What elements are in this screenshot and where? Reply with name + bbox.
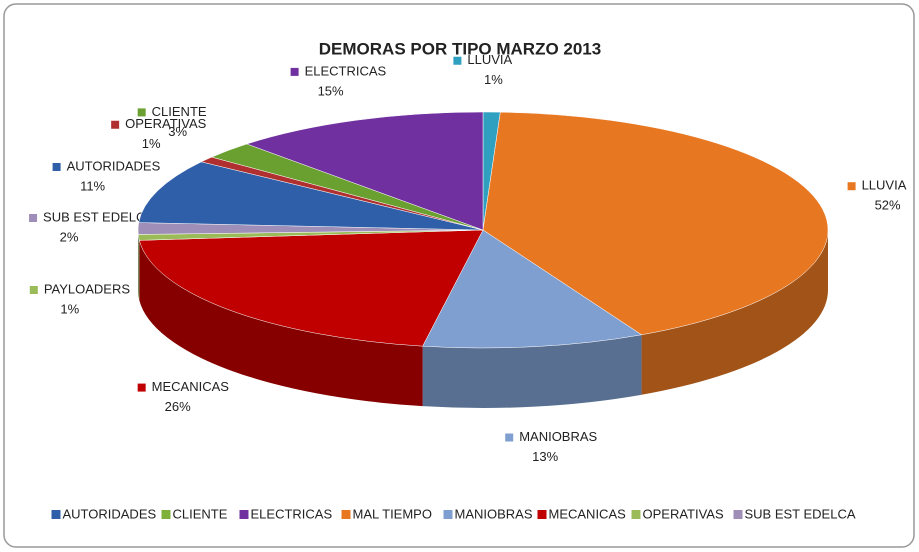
legend-label: ELECTRICAS	[251, 506, 333, 521]
slice	[139, 229, 484, 347]
legend-key	[161, 510, 171, 519]
label-key	[453, 56, 462, 65]
slice	[246, 111, 484, 231]
slice	[138, 161, 484, 231]
chart-title: DEMORAS POR TIPO MARZO 2013	[319, 39, 601, 58]
label-key	[137, 108, 146, 117]
legend-key	[51, 510, 61, 519]
data-label-name: OPERATIVAS	[125, 116, 206, 131]
label-key	[505, 433, 514, 442]
data-label-name: SUB EST EDELCA	[43, 209, 154, 224]
legend-label: CLIENTE	[173, 506, 228, 521]
label-key	[290, 67, 299, 76]
label-key	[52, 162, 61, 171]
data-label-value: 1%	[484, 72, 503, 87]
data-label-name: AUTORIDADES	[67, 158, 161, 173]
legend-key	[341, 510, 351, 519]
legend-key	[239, 510, 249, 519]
label-key	[29, 213, 38, 222]
legend-key	[443, 510, 453, 519]
legend-label: MAL TIEMPO	[353, 506, 432, 521]
data-label-name: CLIENTE	[152, 104, 207, 119]
slice	[422, 229, 643, 349]
data-label-name: PAYLOADERS	[44, 281, 131, 296]
data-label-value: 15%	[318, 83, 344, 98]
data-label-value: 52%	[875, 198, 901, 213]
legend-label: OPERATIVAS	[643, 506, 724, 521]
legend-key	[631, 510, 641, 519]
data-label-name: LLUVIA	[862, 178, 907, 193]
slice-side	[641, 230, 828, 395]
slice	[482, 111, 829, 336]
legend-label: AUTORIDADES	[63, 506, 157, 521]
data-label-value: 26%	[165, 399, 191, 414]
label-key	[111, 120, 120, 129]
data-label-name: MANIOBRAS	[519, 429, 597, 444]
legend-key	[733, 510, 743, 519]
data-label-name: MECANICAS	[152, 379, 230, 394]
legend-label: SUB EST EDELCA	[745, 506, 856, 521]
label-key	[847, 182, 856, 191]
data-label-value: 2%	[60, 229, 79, 244]
slice-side	[422, 334, 642, 409]
slice-side	[138, 234, 140, 301]
slice-side	[139, 240, 423, 407]
data-label-value: 1%	[60, 301, 79, 316]
label-key	[137, 383, 146, 392]
legend-label: MECANICAS	[549, 506, 627, 521]
data-label-name: LLUVIA	[467, 52, 512, 67]
data-label-value: 1%	[142, 136, 161, 151]
data-label-value: 3%	[168, 124, 187, 139]
data-label-name: ELECTRICAS	[305, 63, 387, 78]
legend-label: MANIOBRAS	[455, 506, 533, 521]
data-label-value: 13%	[532, 449, 558, 464]
data-label-value: 11%	[80, 178, 105, 193]
legend-key	[537, 510, 547, 519]
label-key	[29, 286, 38, 295]
